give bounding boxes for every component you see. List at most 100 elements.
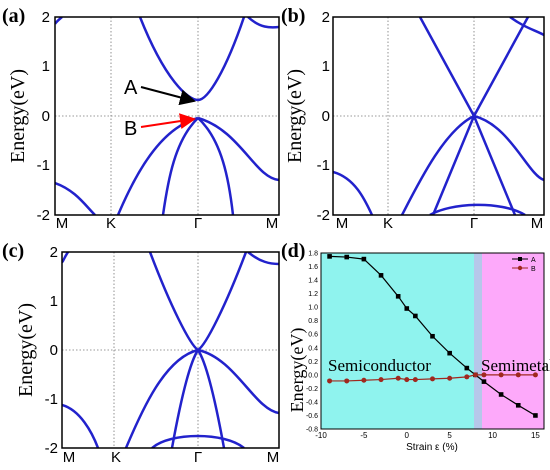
panel-d-ytick: 0.2 — [308, 359, 318, 366]
band-curve — [473, 114, 544, 182]
panel-b-ytick: 1 — [322, 58, 330, 75]
panel-c-frame — [61, 251, 280, 449]
legend-marker-a — [518, 257, 522, 261]
series-b-point — [327, 378, 333, 384]
series-a-point — [344, 254, 350, 260]
series-a-point — [404, 306, 410, 311]
panel-c-ytick: 1 — [50, 293, 58, 310]
series-b-point — [498, 372, 504, 378]
panel-a-xtick: M — [56, 215, 69, 232]
series-a-point — [515, 403, 521, 408]
legend-marker-b — [517, 265, 523, 271]
panel-c-ytick: -1 — [45, 391, 58, 408]
panel-c-label: (c) — [2, 240, 24, 262]
panel-a-ytick: -1 — [37, 157, 50, 174]
panel-d-xtick: 0 — [405, 431, 410, 440]
legend-label-b: B — [531, 266, 536, 273]
series-b-point — [430, 376, 435, 382]
panel-b-ytick: -2 — [317, 207, 330, 224]
series-a-point — [327, 254, 332, 259]
series-b-point — [412, 377, 418, 383]
band-curve — [62, 403, 100, 448]
band-curve — [196, 349, 226, 448]
series-b-point — [481, 372, 487, 378]
panel-d-legend: A B — [512, 257, 536, 273]
panel-c-ytick: 0 — [50, 342, 58, 359]
panel-a-ytick: 2 — [42, 9, 50, 26]
series-b-point — [344, 378, 350, 384]
band-curve — [333, 170, 374, 215]
series-a-point — [395, 294, 401, 299]
panel-d-xtick: -10 — [315, 431, 327, 440]
panel-d-xlabel: Strain ε (%) — [406, 442, 458, 453]
band-curve — [197, 117, 235, 215]
panel-a-xtick: K — [106, 215, 116, 232]
panel-c-xtick: M — [267, 449, 280, 466]
panel-d-series — [327, 254, 538, 418]
band-curve — [55, 181, 96, 215]
series-a-point — [413, 313, 418, 319]
panel-c-ylabel: Energy(eV) — [15, 303, 37, 397]
band-curve — [55, 17, 63, 25]
panel-c-xtick: K — [111, 449, 121, 466]
series-b-point — [404, 377, 410, 383]
panel-d-ytick: -0.6 — [306, 413, 318, 420]
region-semiconductor — [321, 253, 474, 429]
panel-d-xtick: 5 — [447, 431, 452, 440]
series-b-point — [472, 372, 478, 378]
series-b-point — [464, 374, 470, 380]
panel-d-ytick: 1.4 — [308, 278, 318, 285]
series-a-point — [498, 392, 504, 397]
panel-a-frame — [54, 16, 280, 216]
panel-b-x-ticks: M K Γ M — [336, 215, 544, 232]
panel-c-xtick: M — [63, 449, 76, 466]
panel-b-xtick: M — [336, 215, 349, 232]
panel-b-xtick: M — [531, 215, 544, 232]
annotation-a-label: A — [124, 77, 138, 99]
panel-d-ytick: 1.6 — [308, 264, 318, 271]
panel-d-ylabel: Energy(eV) — [287, 328, 308, 413]
panel-d-xtick: 15 — [531, 431, 540, 440]
panel-c-y-ticks: -2 -1 0 1 2 — [45, 244, 58, 457]
panel-d-xtick: -5 — [360, 431, 368, 440]
panel-d-ytick: 1.2 — [308, 291, 318, 298]
panel-d-ytick: 1.0 — [308, 305, 318, 312]
series-a-point — [481, 379, 487, 384]
series-b-point — [515, 372, 521, 378]
panel-a-ylabel: Energy(eV) — [7, 69, 29, 163]
panel-d-ytick: 0.8 — [308, 318, 318, 325]
panel-c: (c) Energy(eV) -2 -1 0 1 2 M K Γ M — [2, 240, 280, 466]
panel-d-label: (d) — [281, 240, 305, 262]
panel-d-y-ticks: 1.8 1.6 1.4 1.2 1.0 0.8 0.6 0.4 0.2 0.0 -0.2 -0.4 -0… — [306, 251, 318, 434]
panel-b-ytick: -1 — [317, 157, 330, 174]
panel-c-ytick: 2 — [50, 244, 58, 261]
panel-b-ylabel: Energy(eV) — [284, 69, 306, 163]
panel-d-xtick: 10 — [488, 431, 497, 440]
series-a-point — [361, 256, 367, 262]
panel-b-frame — [332, 16, 545, 216]
panel-d-ytick: 1.8 — [308, 251, 318, 258]
band-curve — [197, 348, 279, 415]
panel-a: (a) Energy(eV) -2 -1 0 1 2 M K Γ M — [2, 5, 280, 232]
panel-a-label: (a) — [2, 5, 25, 27]
panel-d-ytick: 0.6 — [308, 332, 318, 339]
series-a-point — [378, 273, 384, 278]
band-curve — [400, 114, 475, 215]
band-curve — [429, 203, 526, 215]
region-semimetal — [482, 253, 544, 429]
band-curve — [472, 115, 517, 215]
panel-a-x-ticks: M K Γ M — [56, 215, 279, 232]
annotation-b-label: B — [124, 118, 137, 140]
band-curve — [431, 115, 476, 215]
legend-label-a: A — [531, 257, 536, 264]
panel-d-ytick: -0.8 — [306, 427, 318, 434]
series-a-point — [533, 413, 538, 418]
annotation-b-arrow — [140, 113, 196, 129]
panel-d: (d) Semiconductor Semimetal Energy(eV) S… — [281, 240, 550, 453]
annotation-a-arrow — [140, 86, 196, 106]
band-curve — [151, 434, 245, 448]
series-b-point — [447, 375, 453, 381]
panel-b-ytick: 2 — [322, 9, 330, 26]
band-curve — [509, 17, 544, 37]
